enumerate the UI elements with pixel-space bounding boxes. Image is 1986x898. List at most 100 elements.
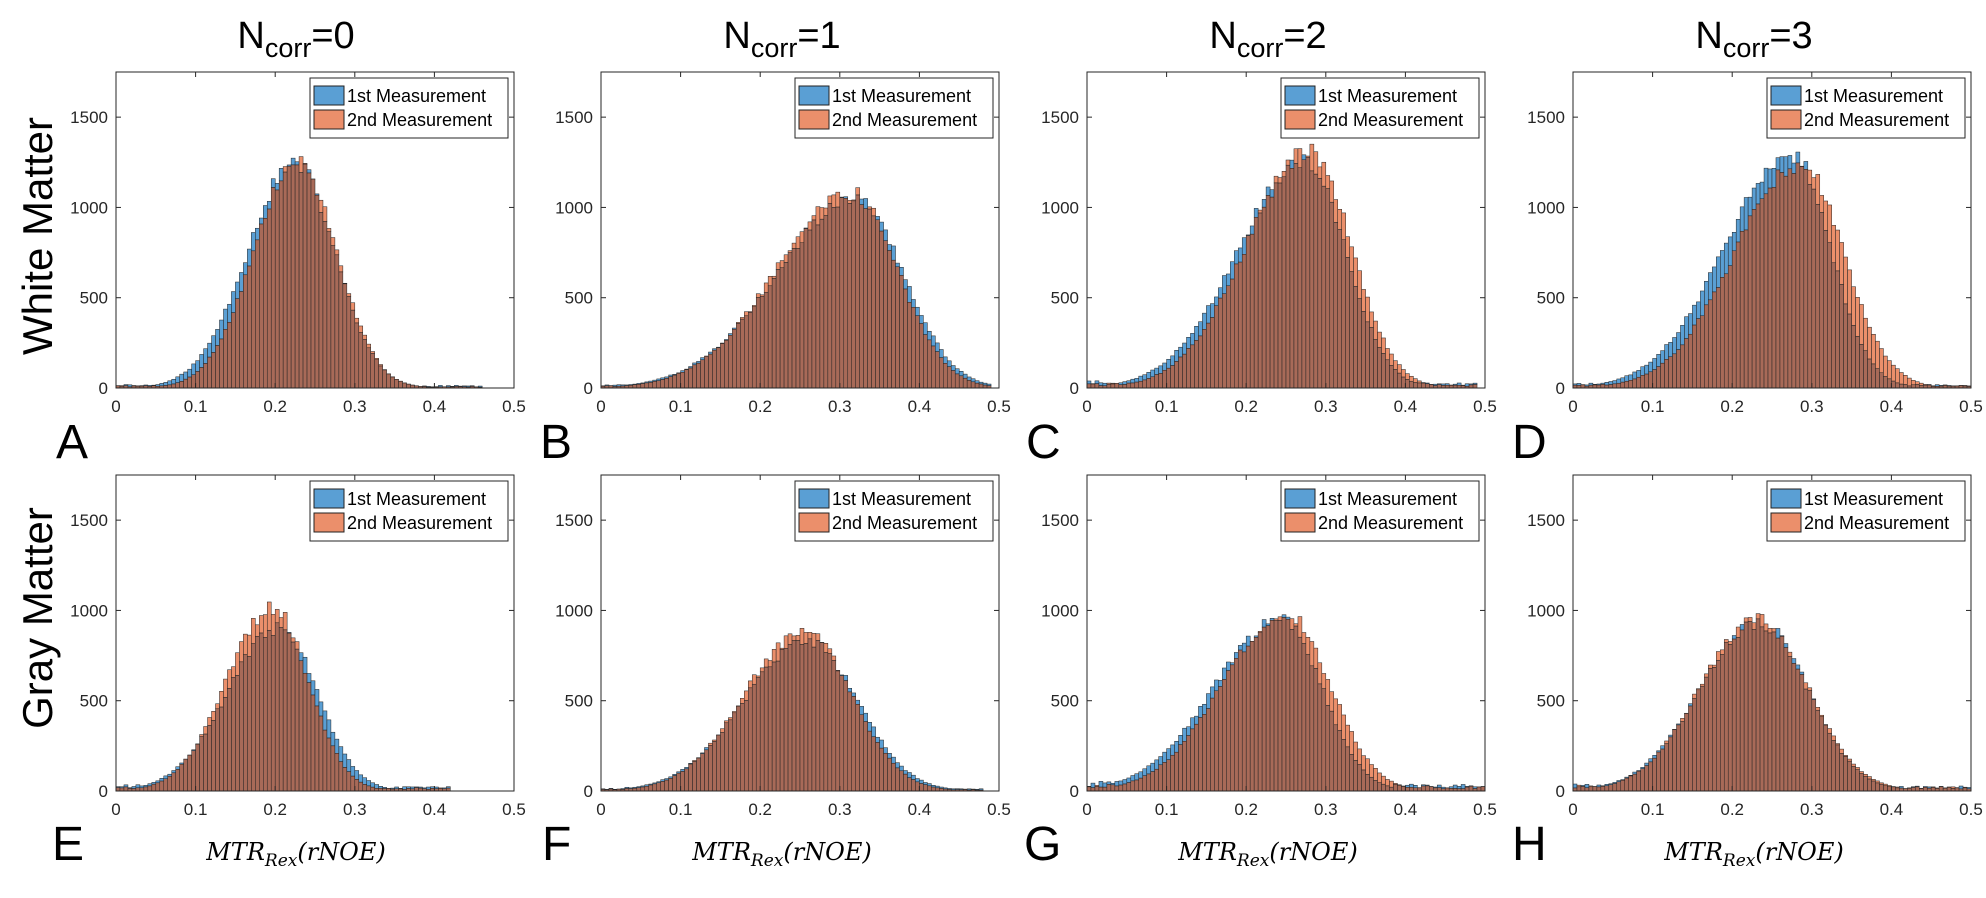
bar-top — [1731, 635, 1737, 640]
bar-top — [1329, 180, 1335, 203]
x-tick-label: 0.4 — [1880, 397, 1904, 416]
bar-overlap — [807, 229, 813, 389]
bar-overlap — [342, 767, 348, 792]
bar-top — [1803, 161, 1809, 170]
bar-overlap — [1779, 172, 1785, 389]
bar-overlap — [1389, 365, 1394, 389]
bar-overlap — [927, 785, 932, 792]
bar-top — [867, 206, 872, 210]
bar-top — [211, 711, 216, 721]
bar-overlap — [1126, 782, 1132, 792]
bar-overlap — [1130, 382, 1136, 389]
bar-overlap — [1628, 380, 1633, 389]
bar-top — [863, 712, 868, 722]
bar-top — [915, 306, 920, 316]
bar-top — [1090, 782, 1096, 788]
bar-top — [1389, 353, 1394, 366]
bar-overlap — [1313, 668, 1319, 792]
bar-overlap — [302, 672, 308, 792]
bar-overlap — [1464, 786, 1470, 792]
bar-top — [1847, 758, 1852, 762]
bar-overlap — [1688, 705, 1693, 792]
bar-overlap — [183, 758, 188, 792]
bar-top — [1791, 658, 1797, 664]
bar-overlap — [1476, 786, 1482, 792]
legend-label: 1st Measurement — [1804, 489, 1943, 509]
bar-overlap — [712, 349, 717, 389]
bar-overlap — [759, 671, 765, 792]
bar-top — [282, 166, 288, 173]
bar-top — [1456, 786, 1462, 789]
bar-overlap — [755, 297, 761, 389]
bar-overlap — [895, 266, 900, 389]
bar-top — [123, 784, 129, 788]
bar-overlap — [771, 278, 777, 389]
bar-top — [370, 782, 375, 788]
bars-group — [115, 601, 451, 792]
bar-overlap — [1871, 363, 1876, 389]
bar-overlap — [1656, 366, 1661, 389]
bar-top — [1373, 768, 1378, 781]
bar-top — [247, 248, 252, 267]
bar-top — [1106, 781, 1112, 785]
bar-overlap — [1110, 784, 1116, 792]
bar-overlap — [803, 643, 809, 792]
legend-label: 1st Measurement — [1804, 86, 1943, 106]
bar-top — [1692, 693, 1697, 699]
bar-overlap — [1317, 178, 1323, 389]
bar-overlap — [1915, 786, 1920, 792]
bar-overlap — [1158, 764, 1163, 792]
bar-overlap — [195, 743, 200, 792]
bar-overlap — [1401, 376, 1406, 389]
bar-overlap — [350, 309, 356, 389]
bar-top — [867, 722, 872, 732]
bar-top — [1230, 261, 1235, 280]
bar-overlap — [318, 715, 324, 792]
bar-top — [306, 169, 312, 174]
bar-top — [1222, 275, 1227, 294]
bar-overlap — [688, 367, 693, 389]
bar-overlap — [1146, 773, 1151, 792]
bar-overlap — [1174, 361, 1179, 389]
bar-overlap — [863, 721, 868, 792]
bar-top — [811, 215, 817, 221]
bar-top — [1608, 381, 1614, 385]
bar-overlap — [676, 772, 681, 792]
x-axis-label: MTRRex(rNOE) — [205, 838, 386, 871]
bar-overlap — [1142, 379, 1147, 389]
bar-top — [266, 601, 272, 631]
bar-overlap — [1349, 754, 1354, 792]
bar-overlap — [1333, 724, 1338, 792]
bar-overlap — [1162, 762, 1167, 792]
bar-overlap — [1664, 743, 1669, 792]
bar-top — [302, 656, 308, 674]
bar-overlap — [187, 376, 192, 389]
bar-top — [728, 717, 733, 721]
bar-top — [831, 194, 837, 208]
bar-top — [223, 308, 228, 330]
x-tick-label: 0.4 — [908, 800, 932, 819]
bar-top — [815, 633, 821, 641]
bar-top — [338, 265, 344, 273]
bar-top — [791, 635, 797, 641]
bar-overlap — [704, 356, 709, 389]
bar-top — [724, 720, 729, 724]
bar-top — [1815, 707, 1821, 711]
bar-overlap — [1839, 753, 1844, 792]
bar-top — [871, 726, 876, 737]
bar-overlap — [891, 259, 896, 389]
x-tick-label: 0 — [111, 800, 120, 819]
bar-overlap — [724, 340, 729, 389]
bar-overlap — [223, 697, 228, 792]
bar-overlap — [1301, 643, 1307, 792]
x-axis-label: MTRRex(rNOE) — [691, 838, 872, 871]
x-tick-label: 0.1 — [669, 800, 693, 819]
bar-overlap — [1377, 347, 1382, 389]
bar-top — [1739, 206, 1745, 232]
legend-label: 1st Measurement — [347, 489, 486, 509]
bar-top — [755, 675, 761, 678]
bar-top — [1166, 358, 1171, 369]
bar-overlap — [827, 203, 833, 389]
bar-overlap — [247, 656, 252, 792]
legend-label: 2nd Measurement — [1318, 513, 1463, 533]
